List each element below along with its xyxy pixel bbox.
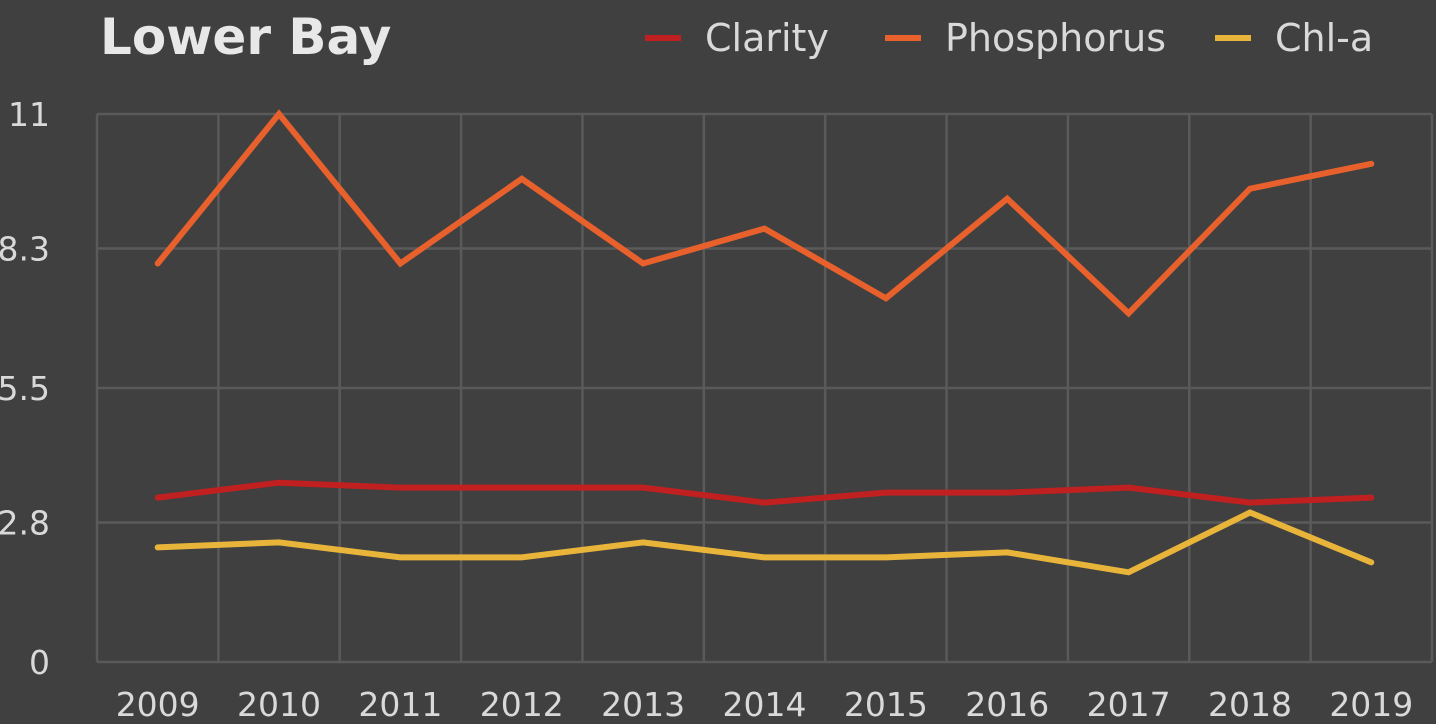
- x-tick-label: 2016: [965, 685, 1049, 724]
- legend-label-phosphorus: Phosphorus: [945, 16, 1166, 60]
- x-tick-label: 2017: [1087, 685, 1171, 724]
- x-tick-label: 2012: [480, 685, 564, 724]
- y-tick-label: 0: [29, 643, 50, 682]
- legend-label-clarity: Clarity: [705, 16, 829, 60]
- y-tick-label: 5.5: [0, 369, 50, 408]
- series-group: [154, 109, 1375, 576]
- x-tick-label: 2018: [1208, 685, 1292, 724]
- series-line-chl-a: [154, 509, 1375, 576]
- y-tick-label: 2.8: [0, 504, 50, 543]
- legend: Clarity Phosphorus Chl-a: [645, 16, 1373, 60]
- y-tick-label: 11: [8, 95, 50, 134]
- x-tick-label: 2013: [601, 685, 685, 724]
- legend-label-chl-a: Chl-a: [1275, 16, 1373, 60]
- gridlines: [95, 112, 1434, 664]
- x-tick-label: 2014: [723, 685, 807, 724]
- chart-title: Lower Bay: [100, 8, 391, 66]
- y-tick-label: 8.3: [0, 230, 50, 269]
- x-tick-label: 2019: [1329, 685, 1413, 724]
- series-line-clarity: [154, 479, 1375, 506]
- x-tick-label: 2011: [358, 685, 442, 724]
- x-tick-label: 2009: [116, 685, 200, 724]
- x-tick-label: 2015: [844, 685, 928, 724]
- x-tick-label: 2010: [237, 685, 321, 724]
- x-axis: 2009 2010 2011 2012 2013 2014 2015 2016 2017 2018…: [116, 685, 1414, 724]
- y-axis: 0 2.8 5.5 8.3 11: [0, 95, 50, 682]
- series-line-phosphorus: [154, 109, 1375, 318]
